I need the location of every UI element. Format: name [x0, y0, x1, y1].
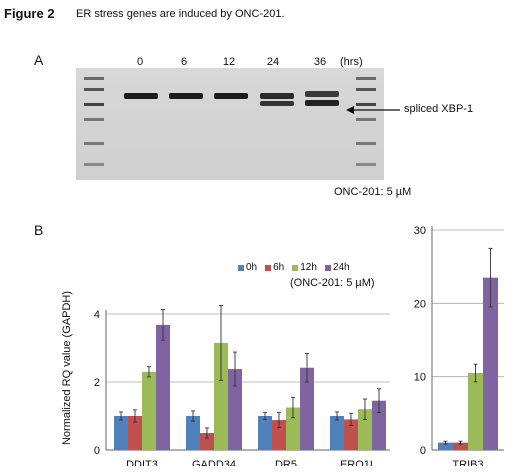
bar: [214, 342, 228, 450]
arrow-left-icon: [346, 106, 400, 114]
legend-label: 0h: [246, 262, 258, 273]
spliced-xbp1-label: spliced XBP-1: [404, 103, 474, 115]
x-tick-label: GADD34: [192, 459, 236, 466]
gel-image: [76, 68, 384, 180]
bar: [186, 416, 200, 450]
y-tick-label: 4: [94, 309, 100, 321]
bar: [438, 442, 453, 450]
bar: [344, 419, 358, 450]
legend-swatch: [238, 264, 244, 271]
x-tick-label: DR5: [275, 459, 297, 466]
lane-label: 36: [313, 56, 327, 68]
legend-item: 24h: [324, 262, 350, 273]
bar: [372, 400, 386, 450]
bar: [483, 277, 498, 450]
bar: [286, 407, 300, 450]
y-tick-label: 0: [420, 445, 426, 457]
y-axis-label: Normalized RQ value (GAPDH): [61, 290, 73, 446]
treatment-note: (ONC-201: 5 µM): [290, 277, 375, 289]
lane-label: 12: [222, 56, 236, 68]
panel-b-label: B: [34, 222, 44, 238]
figure-title: Figure 2: [4, 6, 55, 21]
bar: [300, 367, 314, 450]
bar: [258, 416, 272, 450]
legend: 0h 6h 12h 24h: [238, 262, 350, 273]
legend-swatch: [292, 264, 299, 271]
bar: [468, 373, 483, 450]
bar: [128, 416, 142, 450]
y-tick-label: 2: [94, 377, 100, 389]
figure-subtitle: ER stress genes are induced by ONC-201.: [76, 8, 285, 20]
lane-label: 24: [266, 56, 280, 68]
panel-a-label: A: [34, 52, 44, 68]
x-tick-label: TRIB3: [452, 459, 483, 466]
bar: [142, 371, 156, 450]
legend-label: 24h: [332, 262, 350, 273]
bar: [156, 324, 170, 450]
bar: [358, 409, 372, 450]
legend-item: 0h: [238, 262, 257, 273]
legend-swatch: [265, 264, 272, 271]
bar: [330, 416, 344, 450]
bar: [453, 442, 468, 450]
y-tick-label: 0: [94, 445, 100, 457]
x-tick-label: DDIT3: [126, 459, 158, 466]
lane-label: 6: [180, 56, 188, 68]
bar: [200, 433, 214, 450]
lane-label: 0: [136, 56, 144, 68]
legend-item: 6h: [265, 262, 284, 273]
bar: [272, 420, 286, 450]
x-tick-label: ERO1L: [340, 459, 376, 466]
bar: [228, 369, 242, 450]
treatment-label: ONC-201: 5 µM: [334, 186, 412, 198]
y-tick-label: 10: [414, 372, 426, 384]
bar: [114, 416, 128, 450]
legend-label: 6h: [273, 262, 285, 273]
legend-label: 12h: [300, 262, 317, 273]
y-tick-label: 30: [414, 225, 426, 237]
time-unit-label: (hrs): [340, 56, 363, 68]
y-tick-label: 20: [414, 298, 426, 310]
chart-trib3: 0 10 20 30 TRIB3: [414, 225, 504, 466]
legend-swatch: [324, 264, 331, 271]
chart-main: 0 2 4 DDIT3 GADD34 DR5 ERO1L: [94, 305, 390, 466]
legend-item: 12h: [292, 262, 317, 273]
